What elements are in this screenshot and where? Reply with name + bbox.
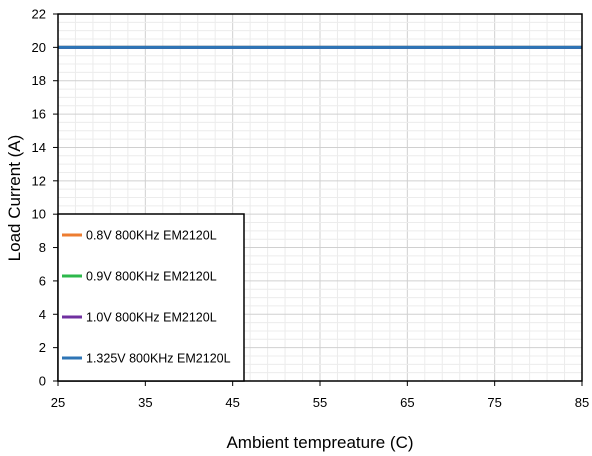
x-tick-label: 55 bbox=[313, 395, 327, 410]
legend-label-4: 1.325V 800KHz EM2120L bbox=[86, 352, 231, 366]
y-tick-label: 22 bbox=[32, 7, 46, 22]
grid bbox=[57, 13, 583, 382]
y-tick-label: 2 bbox=[39, 340, 46, 355]
y-tick-label: 10 bbox=[32, 207, 46, 222]
x-tick-label: 65 bbox=[400, 395, 414, 410]
y-tick-label: 12 bbox=[32, 173, 46, 188]
y-tick-label: 14 bbox=[32, 140, 46, 155]
x-tick-label: 35 bbox=[138, 395, 152, 410]
y-tick-label: 20 bbox=[32, 40, 46, 55]
y-tick-label: 16 bbox=[32, 107, 46, 122]
x-axis-title: Ambient tempreature (C) bbox=[226, 433, 413, 452]
y-tick-label: 8 bbox=[39, 240, 46, 255]
y-tick-label: 4 bbox=[39, 307, 46, 322]
y-tick-label: 18 bbox=[32, 73, 46, 88]
x-tick-label: 75 bbox=[487, 395, 501, 410]
x-tick-label: 45 bbox=[225, 395, 239, 410]
legend: 0.8V 800KHz EM2120L 0.9V 800KHz EM2120L 1.… bbox=[57, 213, 245, 382]
y-axis-title: Load Current (A) bbox=[5, 135, 24, 262]
x-tick-label: 85 bbox=[575, 395, 589, 410]
legend-label-3: 1.0V 800KHz EM2120L bbox=[86, 311, 217, 325]
y-tick-label: 0 bbox=[39, 374, 46, 389]
legend-label-1: 0.8V 800KHz EM2120L bbox=[86, 229, 217, 243]
legend-box bbox=[57, 213, 245, 382]
legend-label-2: 0.9V 800KHz EM2120L bbox=[86, 270, 217, 284]
x-axis-ticks: 25 35 45 55 65 75 85 bbox=[51, 381, 589, 410]
y-axis-ticks: 0 2 4 6 8 10 12 14 16 18 20 22 bbox=[32, 7, 58, 389]
x-tick-label: 25 bbox=[51, 395, 65, 410]
y-tick-label: 6 bbox=[39, 273, 46, 288]
